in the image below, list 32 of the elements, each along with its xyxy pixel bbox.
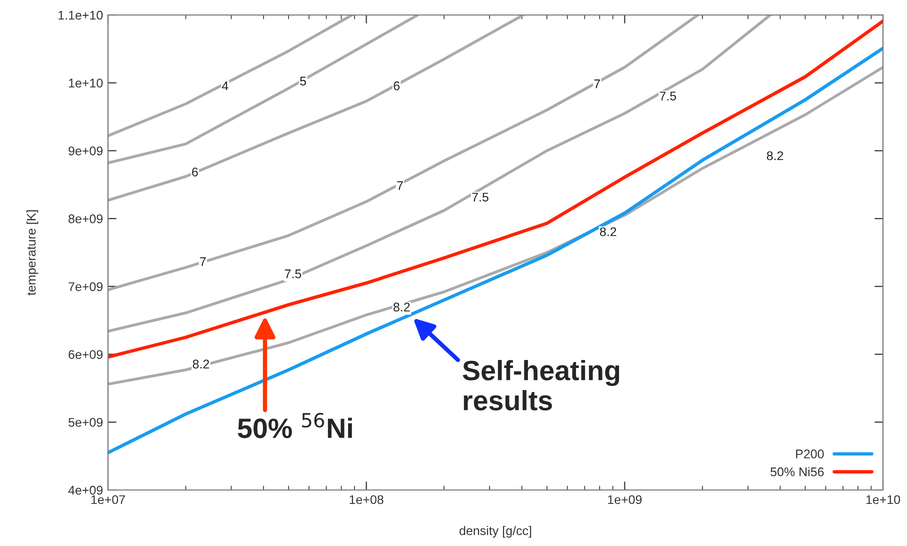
y-tick-label: 1e+10	[68, 78, 103, 88]
annotation: 8.2	[394, 302, 410, 312]
annotation: 8.2	[192, 360, 210, 368]
y-tick-label: 1.1e+10	[58, 10, 103, 20]
annotation: 7	[200, 257, 206, 266]
y-tick-label: 4e+09	[68, 486, 103, 495]
annotation: 8.2	[766, 151, 784, 160]
y-tick-label: 7e+09	[68, 282, 103, 292]
x-axis-title: density [g/cc]	[460, 526, 532, 538]
annotation: 50% $^{56}$Ni	[238, 412, 352, 438]
annotation: 7	[594, 80, 600, 88]
annotation: 6	[192, 168, 198, 176]
legend-label: 50% Ni56	[770, 467, 824, 476]
x-tick-label: 1e+08	[350, 495, 384, 504]
annotation: 4	[222, 82, 228, 90]
annotation: 8.2	[600, 227, 616, 236]
annotation: 6	[394, 81, 400, 90]
y-axis-title: temperature [K]	[26, 210, 38, 296]
annotation: 5	[300, 76, 306, 86]
y-tick-label: 9e+09	[68, 146, 103, 156]
annotation: 7	[397, 181, 403, 190]
x-tick-label: 1e+07	[91, 495, 125, 504]
x-tick-label: 1e+09	[608, 495, 642, 504]
annotation: 7.5	[660, 92, 676, 100]
y-tick-label: 8e+09	[68, 214, 103, 224]
legend-label: P200	[796, 450, 824, 458]
y-tick-label: 6e+09	[68, 350, 103, 359]
annotation: 7.5	[284, 270, 302, 278]
y-tick-label: 5e+09	[68, 418, 103, 427]
x-tick-label: 1e+10	[866, 495, 900, 504]
annotation: Self-heating results	[462, 360, 620, 410]
annotation: 7.5	[472, 192, 488, 202]
